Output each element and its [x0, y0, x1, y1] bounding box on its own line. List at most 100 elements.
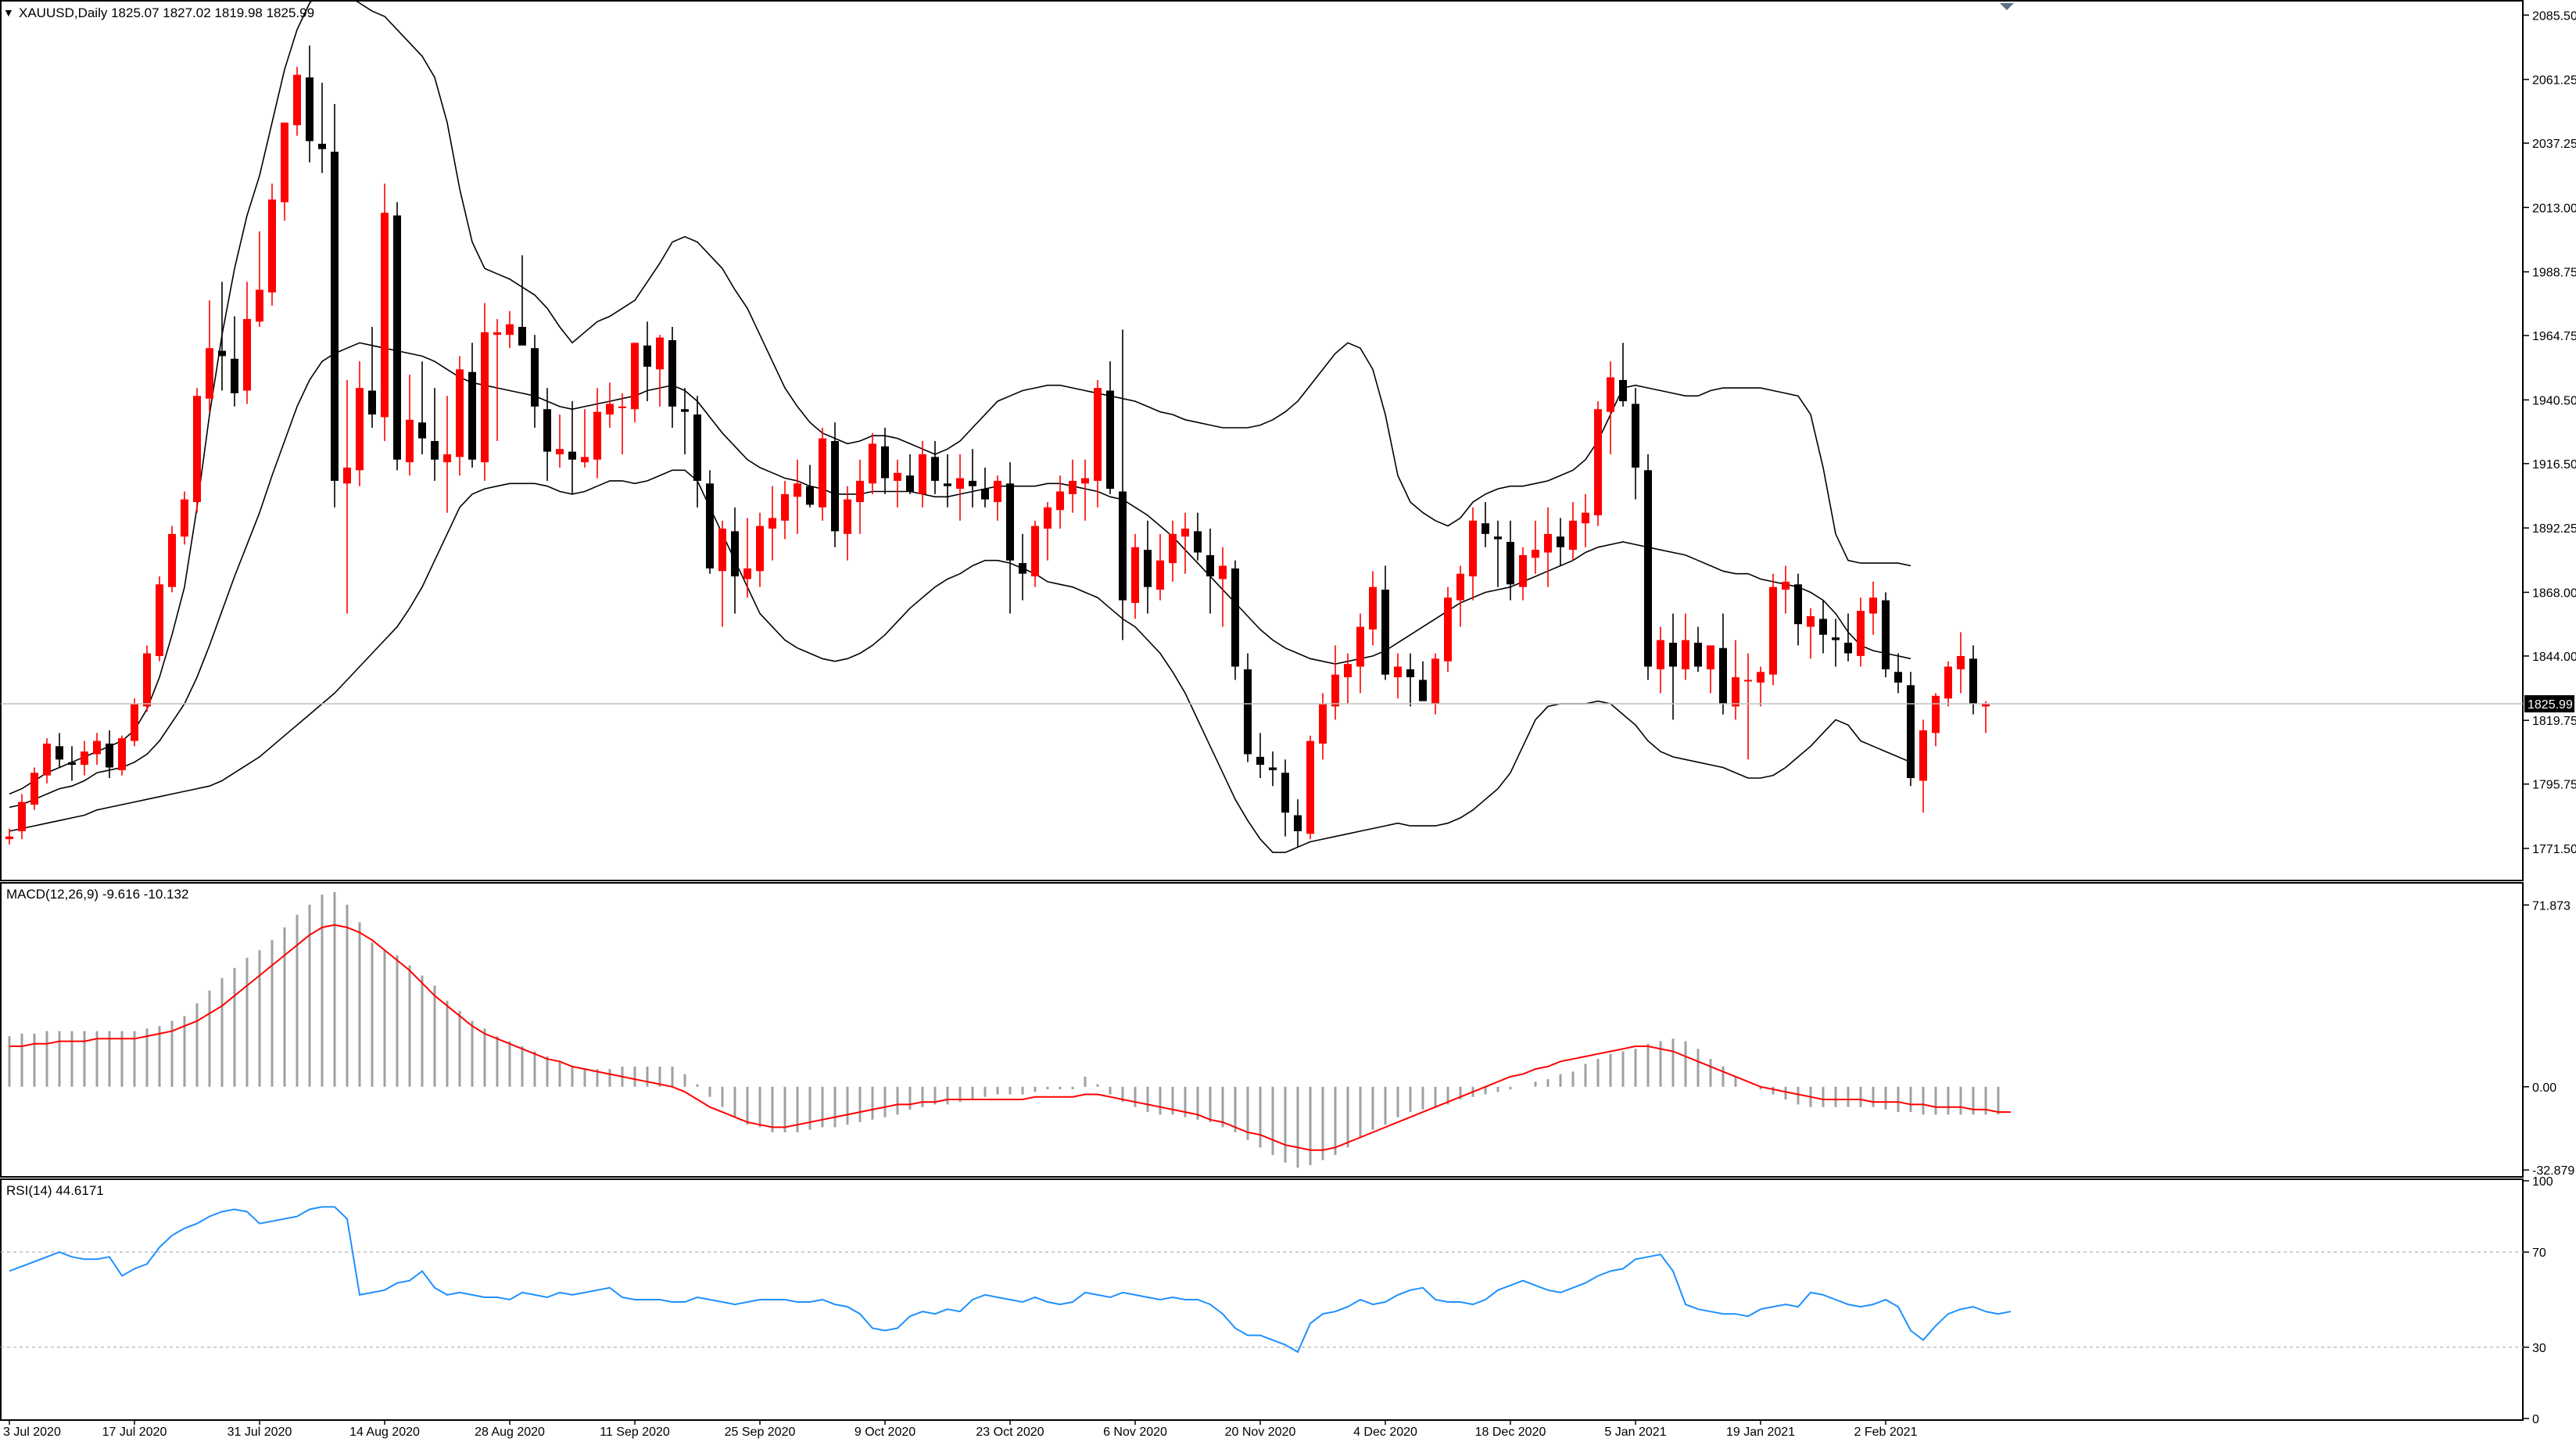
candle: [318, 82, 326, 174]
candle: [1557, 518, 1564, 566]
candle-body: [1044, 507, 1052, 529]
candle-body: [1269, 767, 1277, 770]
candle-body: [1982, 704, 1990, 707]
candle-body: [368, 390, 376, 415]
candle-body: [1569, 520, 1577, 551]
candle: [819, 428, 826, 521]
scroll-position-icon[interactable]: [2000, 3, 2014, 10]
candle: [631, 343, 639, 423]
candle: [1657, 626, 1664, 694]
macd-pane-frame[interactable]: [0, 882, 2524, 1178]
price-axis-label: 2085.50: [2532, 9, 2576, 23]
candle-body: [1019, 563, 1026, 574]
candle-body: [1632, 403, 1639, 468]
candle-body: [1707, 645, 1714, 669]
candle-body: [418, 422, 426, 439]
candle: [931, 441, 939, 494]
candle-body: [769, 518, 776, 529]
candle: [706, 470, 714, 574]
bollinger-lower-line: [9, 469, 1911, 853]
candle: [1857, 597, 1865, 667]
price-pane-frame[interactable]: [0, 0, 2524, 881]
candle-body: [956, 478, 964, 490]
candle-body: [1782, 581, 1790, 590]
candle-body: [1657, 640, 1664, 669]
candle: [506, 310, 514, 349]
candle: [406, 375, 414, 476]
candle: [831, 422, 839, 547]
candle-body: [1469, 520, 1477, 577]
candle-body: [43, 743, 51, 776]
price-axis-label: 1868.00: [2532, 586, 2576, 600]
candle-body: [856, 480, 864, 503]
macd-axis-label: 0.00: [2532, 1081, 2556, 1095]
candle: [1607, 361, 1614, 454]
candle-body: [1807, 616, 1815, 627]
candle-body: [181, 499, 188, 537]
collapse-marker-icon[interactable]: ▼: [3, 6, 14, 19]
candle: [1894, 653, 1902, 694]
candle-body: [1169, 533, 1177, 564]
candle: [693, 396, 701, 508]
candle-body: [718, 529, 726, 572]
candle: [1156, 533, 1164, 601]
candle: [1519, 547, 1527, 601]
candle-body: [1081, 478, 1089, 484]
candle-body: [193, 396, 201, 503]
candle-body: [869, 443, 876, 484]
candle-body: [1369, 586, 1377, 629]
candle: [1094, 379, 1102, 508]
candle-body: [1594, 409, 1602, 516]
candle-body: [1381, 590, 1389, 675]
candle: [1256, 733, 1264, 779]
candle-body: [1507, 541, 1514, 585]
time-axis-label: 2 Feb 2021: [1854, 1426, 1918, 1439]
candle: [1069, 459, 1077, 513]
candle-body: [919, 454, 926, 494]
candle: [331, 103, 339, 508]
time-axis-label: 6 Nov 2020: [1103, 1426, 1167, 1439]
candle: [5, 828, 13, 845]
candle-body: [781, 493, 789, 521]
candle: [1619, 343, 1627, 407]
candle-body: [931, 457, 939, 481]
candle: [1632, 388, 1639, 500]
candle: [869, 432, 876, 494]
current-price-tag: [2524, 695, 2574, 713]
candle-body: [1819, 619, 1827, 635]
candle: [1231, 560, 1239, 680]
candle-body: [1244, 669, 1252, 755]
candle-body: [631, 343, 639, 410]
candle: [1444, 586, 1452, 672]
candle: [481, 303, 489, 481]
candle-body: [1281, 773, 1289, 813]
candle: [268, 183, 276, 306]
candle: [206, 300, 213, 412]
candle-body: [406, 419, 414, 463]
pane-frames: [0, 0, 2524, 1421]
candle: [231, 316, 238, 407]
candle: [906, 454, 914, 494]
candle: [1081, 459, 1089, 521]
macd-axis: 71.873 0.00 -32.879: [2523, 899, 2574, 1178]
time-axis-label: 20 Nov 2020: [1225, 1426, 1296, 1439]
candle: [156, 576, 163, 662]
candle-body: [156, 584, 163, 656]
candle-body: [1494, 536, 1502, 540]
candle: [68, 746, 76, 781]
candle: [1181, 512, 1189, 574]
candle-body: [431, 441, 439, 460]
candle-body: [581, 457, 589, 463]
candle-body: [1532, 550, 1539, 558]
candle-body: [343, 467, 351, 484]
candle-body: [1194, 531, 1202, 553]
rsi-pane-frame[interactable]: [0, 1178, 2524, 1421]
candle: [1194, 512, 1202, 561]
candle-body: [593, 411, 601, 460]
candle: [919, 441, 926, 508]
candle-body: [1481, 523, 1489, 534]
candle-body: [506, 324, 514, 335]
candle-body: [1106, 390, 1114, 490]
candle-body: [218, 350, 226, 357]
